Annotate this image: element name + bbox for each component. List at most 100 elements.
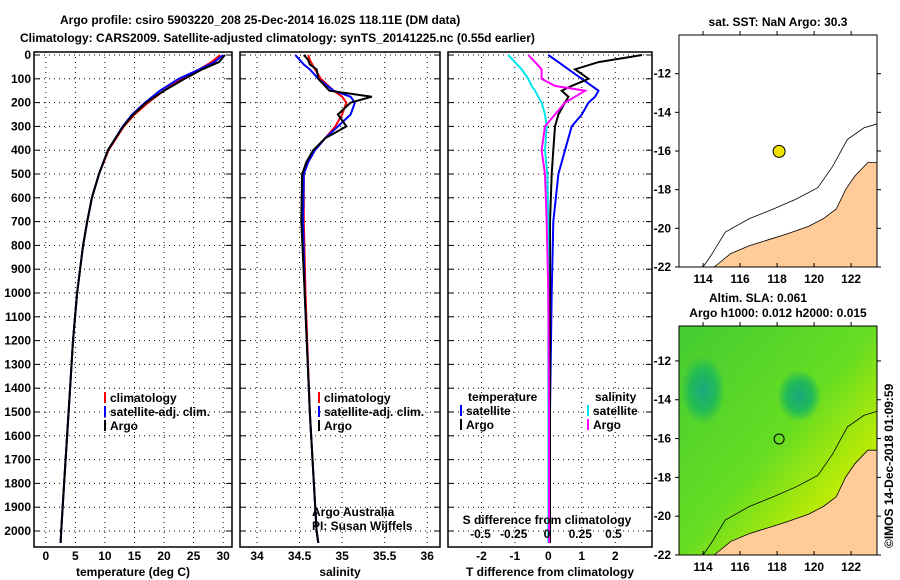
map-sst-map: 114 116 118 120 122 -12 -14 -16 -18 -20 -22 sat. SS… — [654, 15, 881, 286]
x-tick-label: 20 — [157, 549, 171, 563]
title-line2: Climatology: CARS2009. Satellite-adjuste… — [20, 31, 535, 45]
title-line1: Argo profile: csiro 5903220_208 25-Dec-2… — [60, 13, 460, 27]
x-tick-label: 0 — [545, 549, 552, 563]
legend-label: satellite — [466, 404, 511, 418]
panel-temperature: 0 5 10 15 20 25 300100200300400500600700800900… — [4, 48, 233, 579]
plot-frame — [239, 51, 441, 548]
legend-label: climatology — [324, 391, 391, 405]
s-tick-label: -0.25 — [500, 527, 528, 541]
lon-tick-label: 122 — [841, 560, 861, 574]
y-tick-label: 1100 — [5, 310, 31, 324]
panel-difference: -2 -1 0 1 2 T difference from climatology temp… — [447, 51, 653, 579]
y-tick-label: 1200 — [4, 334, 31, 348]
legend-label: satellite-adj. clim. — [110, 405, 210, 419]
map-title: sat. SST: NaN Argo: 30.3 — [709, 15, 848, 29]
y-tick-label: 2000 — [4, 524, 31, 538]
s-tick-label: -0.5 — [470, 527, 491, 541]
panel-salinity: 34 34.5 35 35.5 36 salinity climatologysatelli… — [239, 51, 441, 579]
legend-label: Argo — [324, 419, 352, 433]
x-tick-label: 5 — [72, 549, 79, 563]
x-axis-label: salinity — [319, 565, 361, 579]
legend-label: Argo — [466, 418, 494, 432]
legend-swatch — [104, 392, 106, 403]
sla-eddy — [681, 356, 726, 425]
lon-tick-label: 122 — [841, 272, 861, 286]
y-tick-label: 1700 — [4, 453, 31, 467]
lat-tick-label: -12 — [654, 354, 672, 368]
lon-tick-label: 118 — [767, 272, 787, 286]
y-tick-label: 1500 — [4, 405, 31, 419]
legend-label: Argo — [593, 418, 621, 432]
isobath — [702, 411, 878, 556]
x-tick-label: -2 — [476, 549, 487, 563]
legend-label: satellite-adj. clim. — [324, 405, 424, 419]
land — [713, 162, 878, 268]
annotation-line1: Argo Australia — [312, 505, 395, 519]
x-tick-label: 36 — [421, 549, 435, 563]
y-tick-label: 1300 — [4, 357, 31, 371]
series-line-climatology — [59, 54, 221, 543]
series-line-climatology — [302, 54, 348, 544]
isobath — [702, 123, 878, 268]
plot-frame — [33, 51, 233, 548]
x-tick-label: 30 — [216, 549, 230, 563]
legend-label: satellite — [593, 404, 638, 418]
series-line-satellite-adj-clim- — [59, 54, 224, 543]
map-frame — [678, 325, 878, 556]
legend-title-temperature: temperature — [468, 390, 538, 404]
plots-group: 0 5 10 15 20 25 300100200300400500600700800900… — [4, 15, 881, 579]
x-tick-label: 1 — [578, 549, 585, 563]
series-line-t-argo — [549, 54, 643, 543]
legend-swatch — [587, 405, 589, 416]
y-tick-label: 1400 — [4, 381, 31, 395]
legend-title-salinity: salinity — [595, 390, 637, 404]
x-axis-label: T difference from climatology — [466, 565, 634, 579]
map-sla-map: 114 116 118 120 122 -12 -14 -16 -18 -20 -22 Altim. … — [654, 291, 881, 574]
x-tick-label: 25 — [187, 549, 201, 563]
x-tick-label: 2 — [612, 549, 619, 563]
x-tick-label: 15 — [128, 549, 142, 563]
plot-frame — [447, 51, 653, 548]
legend-swatch — [104, 406, 106, 417]
lat-tick-label: -22 — [654, 548, 672, 562]
y-tick-label: 1900 — [4, 500, 31, 514]
lat-tick-label: -16 — [654, 144, 672, 158]
lat-tick-label: -20 — [654, 221, 672, 235]
legend-label: climatology — [110, 391, 177, 405]
lat-tick-label: -20 — [654, 509, 672, 523]
series-line-s-satellite — [507, 54, 550, 543]
annotation-line2: PI: Susan Wijffels — [312, 519, 413, 533]
y-tick-label: 100 — [11, 72, 31, 86]
lat-tick-label: -18 — [654, 470, 672, 484]
legend-swatch — [318, 406, 320, 417]
legend-label: Argo — [110, 419, 138, 433]
legend-swatch — [587, 419, 589, 430]
y-tick-label: 500 — [11, 167, 31, 181]
x-tick-label: 0 — [42, 549, 49, 563]
lon-tick-label: 114 — [693, 272, 713, 286]
lon-tick-label: 118 — [767, 560, 787, 574]
lat-tick-label: -18 — [654, 183, 672, 197]
x-tick-label: 35 — [335, 549, 349, 563]
y-tick-label: 0 — [24, 48, 31, 62]
x-tick-label: 34.5 — [288, 549, 312, 563]
lat-tick-label: -22 — [654, 260, 672, 274]
y-tick-label: 600 — [11, 191, 31, 205]
legend-swatch — [104, 420, 106, 431]
y-tick-label: 900 — [11, 262, 31, 276]
y-tick-label: 1000 — [4, 286, 31, 300]
sla-eddy — [777, 369, 822, 422]
legend-swatch — [318, 392, 320, 403]
y-tick-label: 400 — [11, 143, 31, 157]
x-tick-label: -1 — [510, 549, 521, 563]
float-position-marker — [772, 144, 786, 158]
legend-swatch — [318, 420, 320, 431]
series-line-t-satellite — [547, 54, 600, 543]
y-tick-label: 1600 — [4, 429, 31, 443]
legend-swatch — [460, 419, 462, 430]
y-tick-label: 300 — [11, 119, 31, 133]
series-line-argo — [300, 54, 373, 544]
legend-swatch — [460, 405, 462, 416]
series-line-s-argo — [527, 54, 588, 543]
